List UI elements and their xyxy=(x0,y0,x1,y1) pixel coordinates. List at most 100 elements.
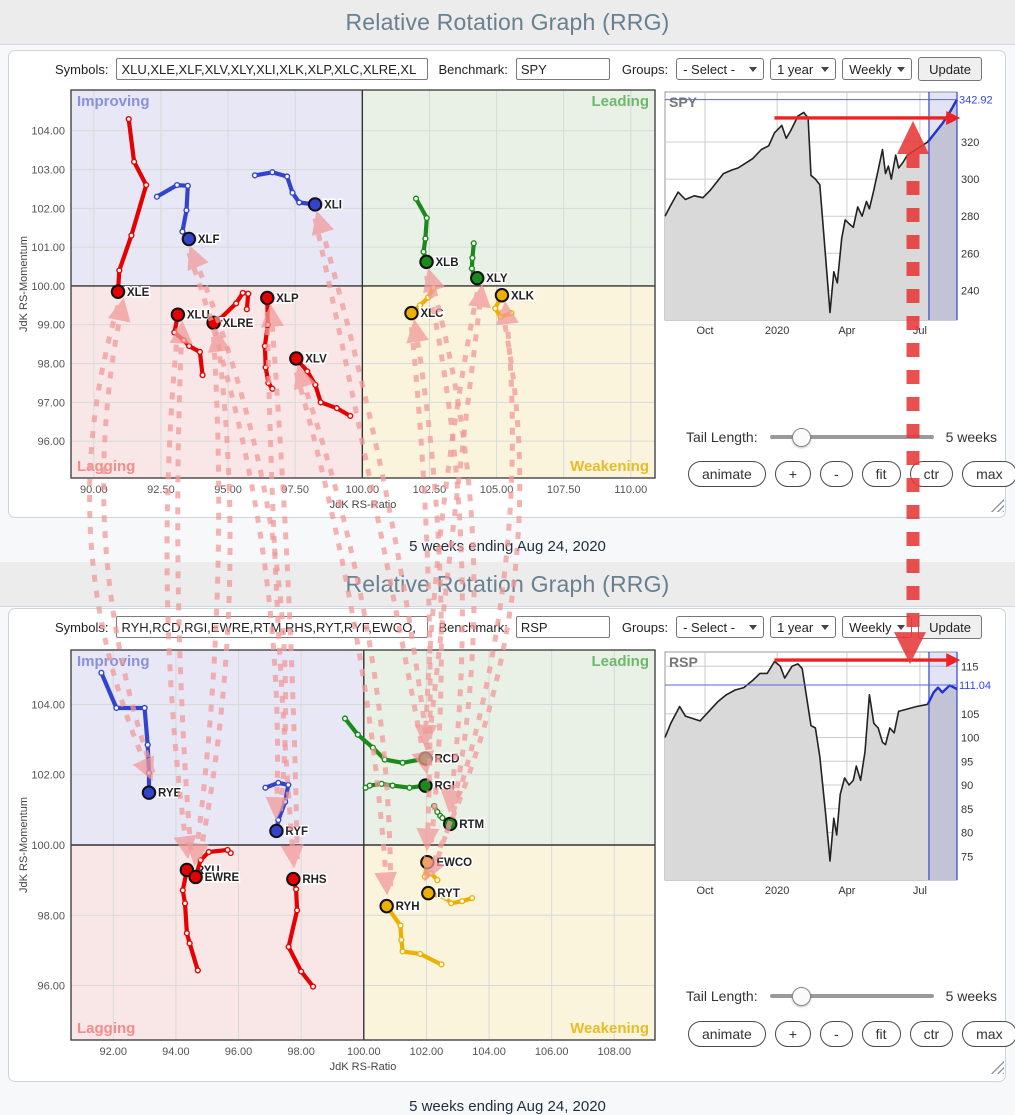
zoom-out-button[interactable]: - xyxy=(820,1021,853,1047)
svg-text:103.00: 103.00 xyxy=(31,165,65,177)
symbol-dot-RYF[interactable] xyxy=(269,823,284,839)
title-bar: Relative Rotation Graph (RRG) xyxy=(0,0,1015,45)
animate-button[interactable]: animate xyxy=(688,461,766,487)
fit-button[interactable]: fit xyxy=(861,1021,901,1047)
center-button[interactable]: ctr xyxy=(909,461,954,487)
tail-length-label: Tail Length: xyxy=(686,988,758,1004)
symbol-label-RHS: RHS xyxy=(302,874,327,886)
symbol-label-XLRE: XLRE xyxy=(223,318,254,330)
tail-length-slider[interactable] xyxy=(769,428,934,447)
chevron-down-icon xyxy=(897,624,906,630)
svg-text:Improving: Improving xyxy=(77,93,150,110)
svg-text:320: 320 xyxy=(961,137,979,149)
zoom-in-button[interactable]: + xyxy=(774,461,811,487)
symbol-label-XLF: XLF xyxy=(198,234,220,246)
symbol-label-RTM: RTM xyxy=(459,819,484,831)
svg-text:96.00: 96.00 xyxy=(37,981,65,993)
svg-text:95.00: 95.00 xyxy=(214,484,242,496)
svg-text:Weakening: Weakening xyxy=(570,458,649,475)
symbol-dot-RTM[interactable] xyxy=(443,816,458,832)
symbol-label-XLV: XLV xyxy=(305,353,327,365)
toolbar-spy: Symbols: Benchmark: Groups: - Select - 1… xyxy=(55,56,983,82)
update-button[interactable]: Update xyxy=(918,615,983,639)
symbol-dot-XLU[interactable] xyxy=(170,307,186,322)
symbol-dot-XLP[interactable] xyxy=(260,290,275,306)
price-symbol-label: SPY xyxy=(669,94,698,110)
symbols-label: Symbols: xyxy=(55,61,109,77)
svg-text:100.00: 100.00 xyxy=(31,281,65,293)
period-select[interactable]: Weekly xyxy=(842,58,913,80)
symbol-dot-XLI[interactable] xyxy=(307,197,323,212)
slider-handle[interactable] xyxy=(791,428,811,447)
center-button[interactable]: ctr xyxy=(909,1021,954,1047)
symbol-dot-RYH[interactable] xyxy=(379,898,394,914)
chart-buttons-rsp: animate + - fit ctr max xyxy=(688,1021,1015,1047)
slider-track[interactable] xyxy=(769,994,934,998)
symbol-dot-XLK[interactable] xyxy=(494,288,510,303)
period-select[interactable]: Weekly xyxy=(842,616,913,638)
svg-text:Jul: Jul xyxy=(913,325,927,337)
max-button[interactable]: max xyxy=(962,461,1015,487)
svg-text:102.00: 102.00 xyxy=(31,770,65,782)
svg-text:101.00: 101.00 xyxy=(31,242,65,254)
symbol-dot-XLRE[interactable] xyxy=(206,315,221,330)
groups-select[interactable]: - Select - xyxy=(676,58,765,80)
max-button[interactable]: max xyxy=(962,1021,1015,1047)
slider-track[interactable] xyxy=(769,435,934,439)
tail-XLK: XLK xyxy=(492,288,536,321)
svg-text:95: 95 xyxy=(961,756,973,768)
tail-XLI: XLI xyxy=(251,169,343,213)
svg-text:106.00: 106.00 xyxy=(535,1046,569,1058)
zoom-out-button[interactable]: - xyxy=(820,461,853,487)
benchmark-input[interactable] xyxy=(515,58,610,80)
symbol-dot-RGI[interactable] xyxy=(418,778,433,793)
chevron-down-icon xyxy=(749,624,758,630)
symbols-input[interactable] xyxy=(116,58,429,80)
symbol-dot-EWRE[interactable] xyxy=(188,869,203,885)
symbol-dot-XLF[interactable] xyxy=(181,231,197,247)
symbol-dot-RYT[interactable] xyxy=(421,885,436,901)
update-button[interactable]: Update xyxy=(918,57,983,81)
groups-select[interactable]: - Select - xyxy=(676,616,765,638)
svg-text:2020: 2020 xyxy=(765,885,789,897)
symbol-label-RYH: RYH xyxy=(396,901,420,913)
svg-text:102.00: 102.00 xyxy=(410,1046,444,1058)
range-select[interactable]: 1 year xyxy=(770,58,837,80)
symbol-dot-EWCO[interactable] xyxy=(420,855,435,870)
symbol-dot-XLE[interactable] xyxy=(110,284,126,299)
slider-handle[interactable] xyxy=(791,987,811,1006)
svg-text:Improving: Improving xyxy=(77,653,150,670)
zoom-in-button[interactable]: + xyxy=(774,1021,811,1047)
symbol-dot-XLC[interactable] xyxy=(404,305,419,321)
groups-label: Groups: xyxy=(621,61,669,77)
range-select[interactable]: 1 year xyxy=(770,616,837,638)
symbol-dot-XLY[interactable] xyxy=(470,270,485,286)
symbol-dot-RCD[interactable] xyxy=(418,751,433,766)
chevron-down-icon xyxy=(821,624,830,630)
svg-text:92.50: 92.50 xyxy=(147,484,175,496)
symbol-label-XLB: XLB xyxy=(436,257,459,269)
svg-text:110.00: 110.00 xyxy=(614,484,647,496)
svg-text:104.00: 104.00 xyxy=(472,1046,506,1058)
animate-button[interactable]: animate xyxy=(688,1021,766,1047)
chart-buttons-spy: animate + - fit ctr max xyxy=(688,461,1015,487)
svg-text:104.00: 104.00 xyxy=(31,699,65,711)
symbol-dot-RYE[interactable] xyxy=(141,785,157,800)
page-title: Relative Rotation Graph (RRG) xyxy=(345,8,670,35)
tail-RYH: RYH xyxy=(379,898,445,968)
symbol-dot-XLV[interactable] xyxy=(289,351,304,366)
symbols-input[interactable] xyxy=(116,616,429,638)
symbol-dot-RHS[interactable] xyxy=(286,871,301,887)
symbol-dot-XLB[interactable] xyxy=(419,254,434,270)
fit-button[interactable]: fit xyxy=(861,461,901,487)
tail-length-slider[interactable] xyxy=(769,987,934,1006)
symbol-label-EWCO: EWCO xyxy=(436,857,472,869)
svg-text:90: 90 xyxy=(961,780,973,792)
svg-text:96.00: 96.00 xyxy=(37,436,65,448)
benchmark-input[interactable] xyxy=(515,616,610,638)
symbol-label-XLU: XLU xyxy=(187,310,210,322)
tail-length-row-spy: Tail Length: 5 weeks xyxy=(686,428,997,447)
svg-text:100.00: 100.00 xyxy=(347,1046,381,1058)
symbol-label-XLC: XLC xyxy=(420,308,443,320)
